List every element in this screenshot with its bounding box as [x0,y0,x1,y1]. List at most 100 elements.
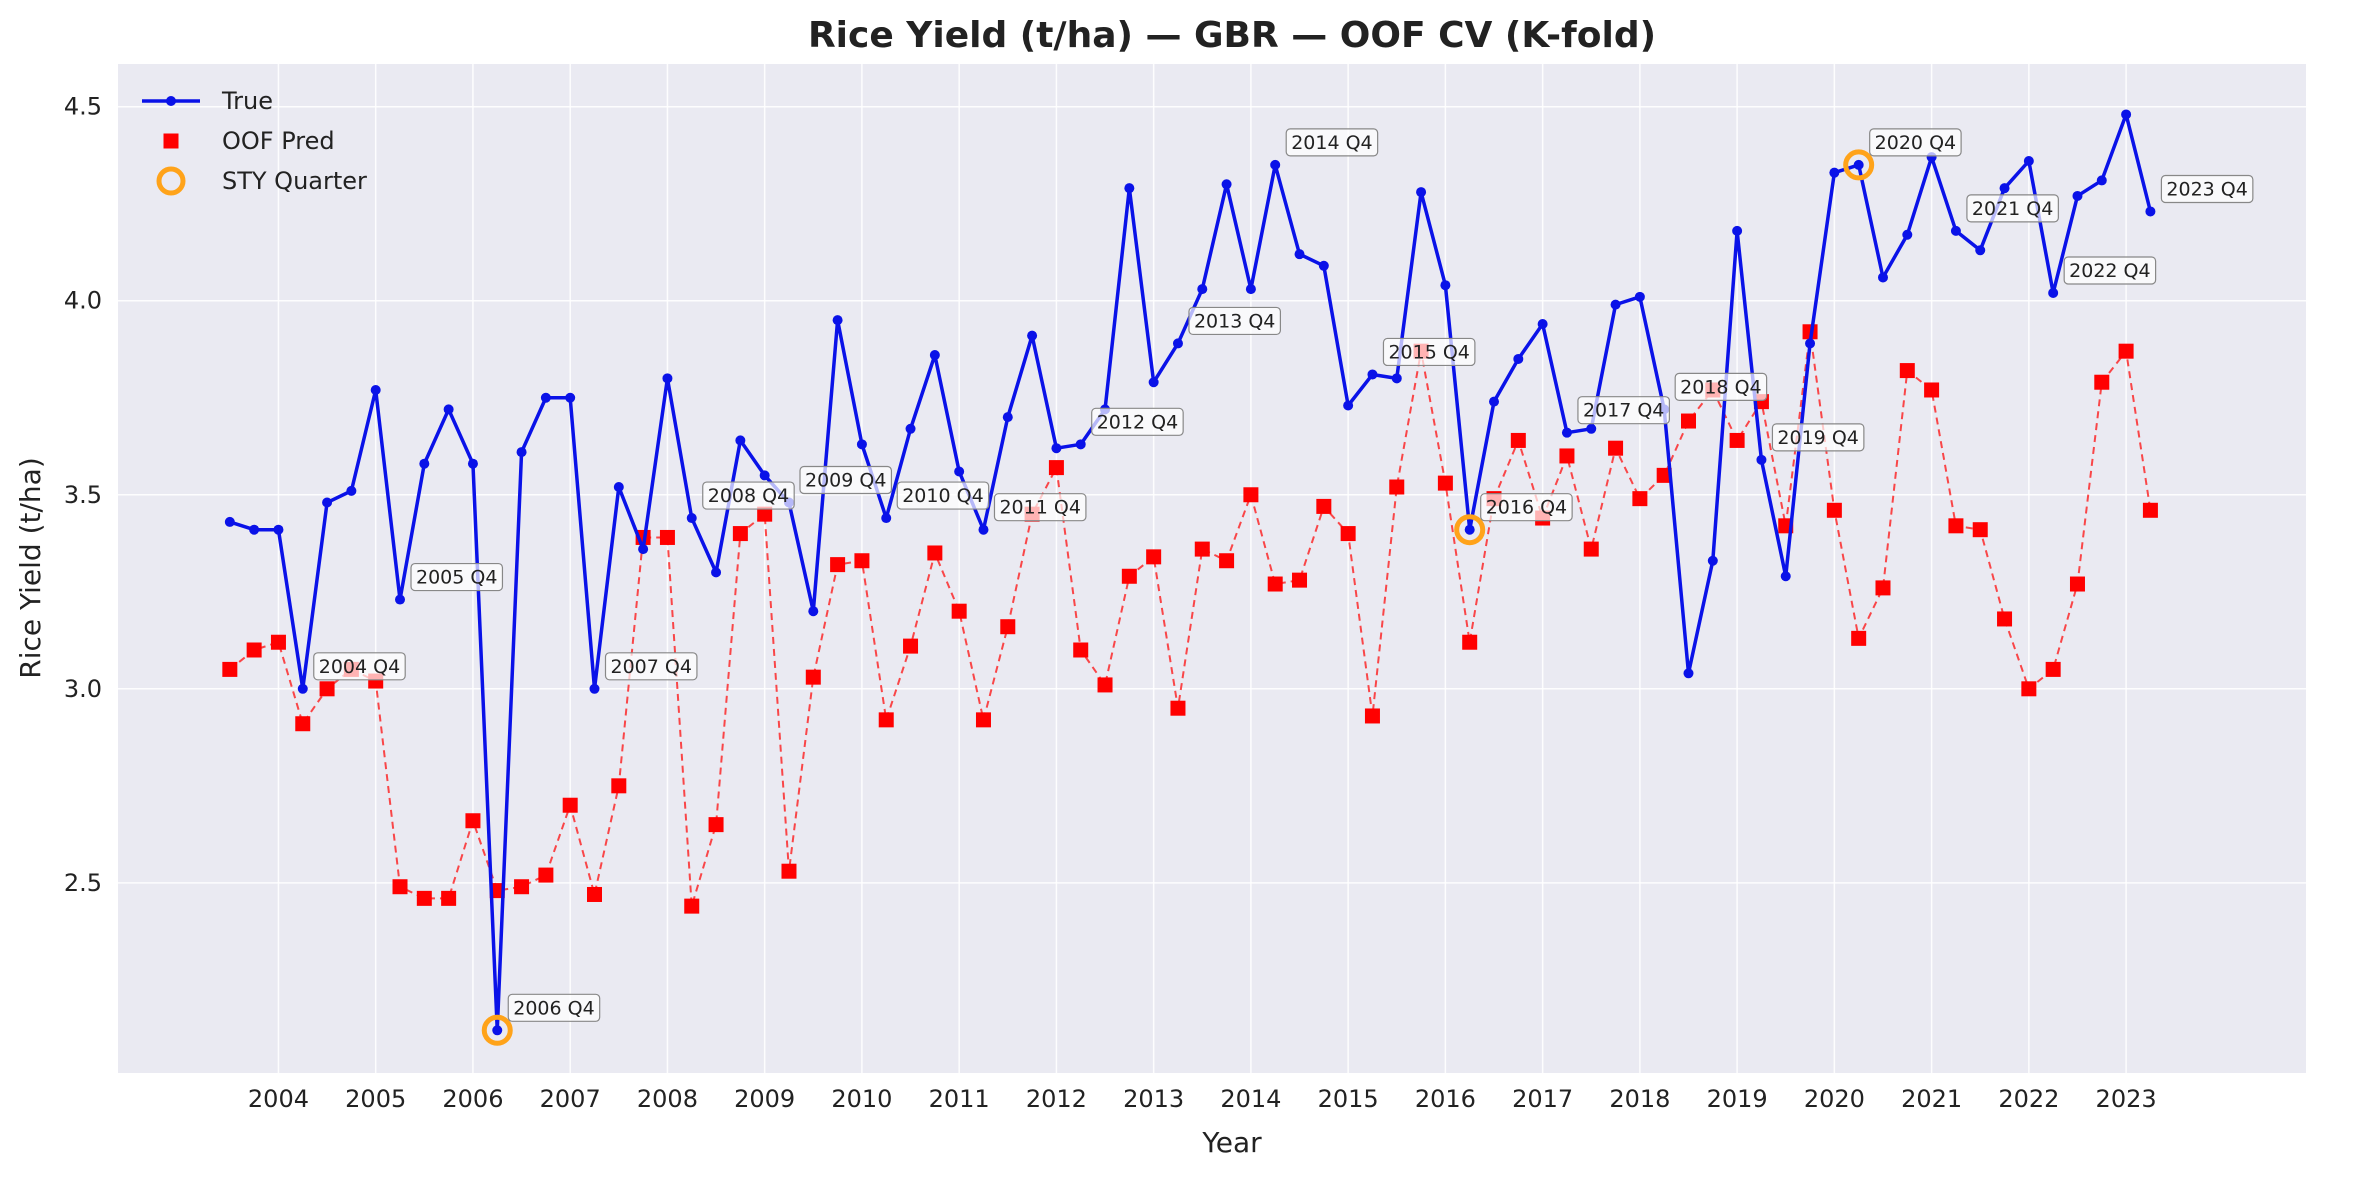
true-point [2072,190,2083,201]
true-point [1318,260,1329,271]
true-point [346,485,357,496]
true-point [1245,284,1256,295]
legend-swatch-square [163,133,179,149]
annotation-label: 2021 Q4 [1972,198,2053,220]
annotation-box [1771,423,1865,452]
oof-pred-point [1146,549,1162,565]
true-point [929,350,940,361]
true-point [1075,439,1086,450]
x-tick-label: 2006 [442,1085,503,1113]
oof-pred-point [684,898,700,914]
annotation-label: 2007 Q4 [610,656,691,678]
annotation-box [702,481,795,510]
oof-pred-point [319,681,335,697]
oof-pred-point [732,526,748,542]
true-point [1853,159,1864,170]
annotation-box [1966,194,2059,223]
annotation: 2014 Q4 [1285,128,1379,157]
annotation-box [1285,128,1379,157]
true-point [1197,284,1208,295]
oof-pred-point [270,634,286,650]
annotation-label: 2020 Q4 [1875,132,1956,154]
x-axis: 2004 2005 2006 2007 2008 2009 2010 2011 2012 2013… [248,1085,2157,1113]
true-point [1148,377,1159,388]
annotation-box [2160,174,2254,204]
grid [118,64,2306,1073]
true-point [297,683,308,694]
annotation: 2005 Q4 [410,562,504,592]
true-point [638,544,649,555]
true-point [1756,454,1767,465]
annotation: 2015 Q4 [1382,337,1476,367]
legend-swatch-dot [166,96,176,106]
x-tick-label: 2022 [1998,1085,2059,1113]
x-tick-label: 2009 [734,1085,795,1113]
sty-quarter-markers [481,149,1875,1046]
oof-pred-line [229,331,2152,907]
legend: True OOF Pred STY Quarter [142,87,367,196]
oof-pred-point [1292,572,1308,588]
oof-pred-point [514,879,530,895]
true-point [1002,412,1013,423]
true-point [711,567,722,578]
true-point [1221,179,1232,190]
annotation-label: 2017 Q4 [1583,400,1664,422]
annotation-label: 2022 Q4 [2069,260,2150,282]
annotation-label: 2015 Q4 [1388,341,1469,363]
true-point [516,447,527,458]
legend-label: STY Quarter [222,167,367,195]
oof-pred-point [2021,681,2037,697]
true-point [1707,555,1718,566]
oof-pred-point [1997,611,2013,627]
annotation-box [1188,306,1282,336]
true-point [856,439,867,450]
oof-pred-point [1826,502,1842,518]
oof-pred-point [903,638,919,654]
annotation-box [507,993,601,1022]
oof-pred-point [1632,491,1648,507]
x-tick-label: 2004 [248,1085,309,1113]
true-point [1027,330,1038,341]
oof-pred-point [1462,634,1478,650]
oof-pred-point [659,529,675,545]
true-point [881,513,892,524]
true-point [954,466,965,477]
sty-quarter-ring [1843,149,1875,181]
annotation-label: 2008 Q4 [708,485,789,507]
true-point [1999,183,2010,194]
oof-pred-point [854,553,870,569]
true-point [1877,272,1888,283]
annotation-label: 2010 Q4 [902,485,983,507]
true-point [1343,400,1354,411]
oof-pred-point [611,778,627,794]
annotation-label: 2006 Q4 [513,997,594,1019]
chart-title: Rice Yield (t/ha) — GBR — OOF CV (K-fold… [808,15,1656,56]
x-tick-label: 2019 [1707,1085,1768,1113]
x-tick-label: 2023 [2096,1085,2157,1113]
y-tick-label: 4.5 [64,93,102,121]
true-point [2121,109,2132,120]
oof-pred-point [1389,479,1405,495]
true-point [540,392,551,403]
oof-pred-point [1194,541,1210,557]
oof-pred-point [1243,487,1259,503]
oof-pred-point [878,712,894,728]
x-tick-label: 2018 [1609,1085,1670,1113]
oof-pred-point [1680,413,1696,429]
true-point [565,392,576,403]
oof-pred-point [1875,580,1891,596]
true-point [832,315,843,326]
oof-pred-point [392,879,408,895]
annotation: 2019 Q4 [1771,423,1865,452]
oof-pred-point [781,863,797,879]
true-point [1124,183,1135,194]
true-point [1294,249,1305,260]
oof-pred-point [465,813,481,829]
y-tick-label: 4.0 [64,287,102,315]
y-tick-label: 2.5 [64,869,102,897]
oof-pred-point [2094,374,2110,390]
true-point [1440,280,1451,291]
true-point [1586,423,1597,434]
annotation: 2007 Q4 [604,652,698,681]
